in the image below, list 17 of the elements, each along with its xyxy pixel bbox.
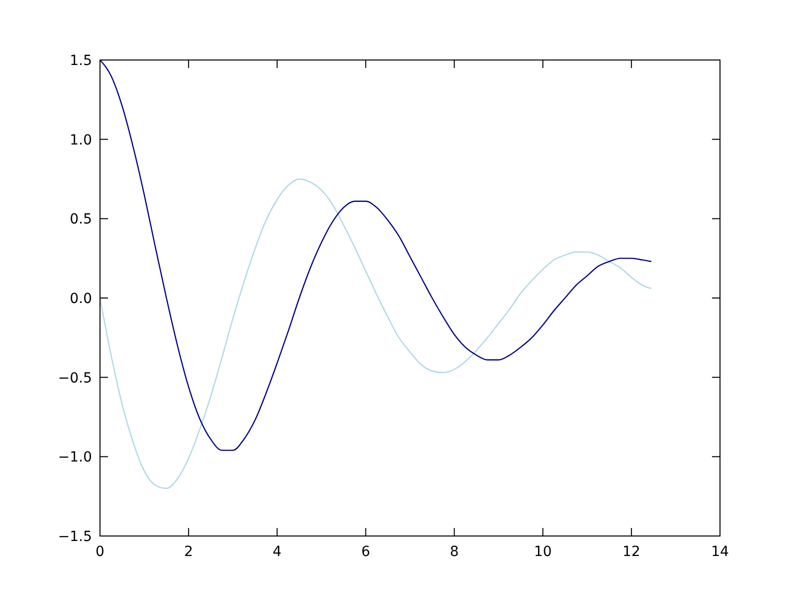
y-tick-label: −0.5 <box>58 370 92 386</box>
x-tick-label: 12 <box>622 544 640 560</box>
x-tick-label: 4 <box>272 544 282 560</box>
y-tick-label: 0.0 <box>70 291 92 307</box>
y-tick-label: −1.0 <box>58 450 92 466</box>
x-tick-label: 14 <box>711 544 729 560</box>
line-series <box>99 178 652 489</box>
x-tick-label: 2 <box>184 544 194 560</box>
x-tick-label: 6 <box>361 544 370 560</box>
x-tick-label: 8 <box>450 544 459 560</box>
x-tick-label: 10 <box>534 544 552 560</box>
line-series <box>99 59 652 451</box>
y-tick-label: −1.5 <box>58 529 92 545</box>
y-tick-label: 1.0 <box>70 132 92 148</box>
y-tick-label: 1.5 <box>70 53 92 69</box>
x-tick-label: 0 <box>96 544 104 560</box>
y-tick-label: 0.5 <box>70 212 92 228</box>
